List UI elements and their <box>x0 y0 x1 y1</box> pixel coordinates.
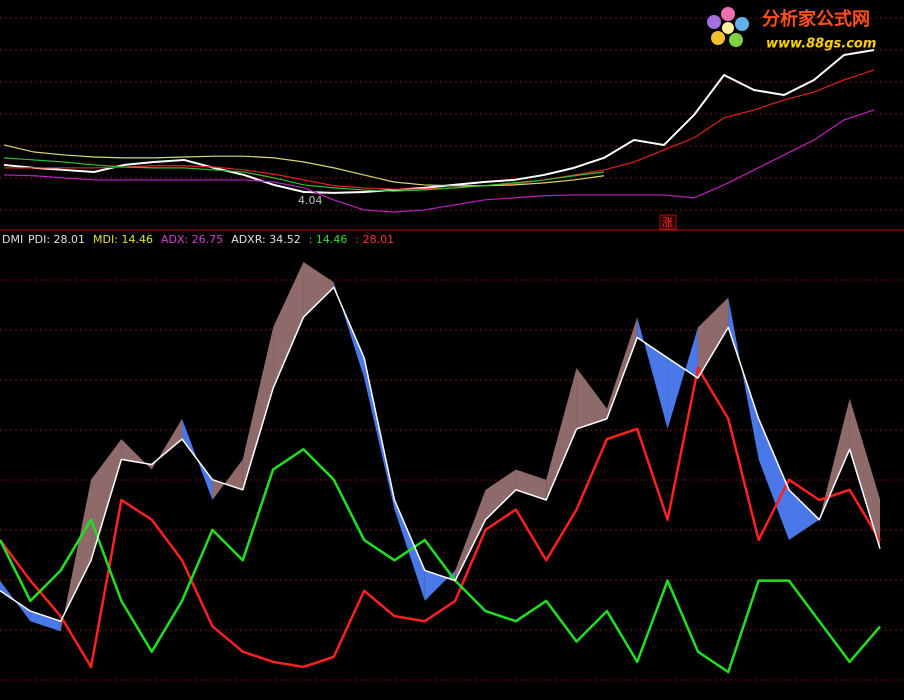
logo-petal <box>707 15 721 29</box>
adx-band <box>60 479 92 632</box>
legend-label: : 28.01 <box>355 233 394 246</box>
legend-label: ADXR: 34.52 <box>231 233 301 246</box>
series-line <box>3 109 875 213</box>
adx-band <box>606 317 638 419</box>
logo-center <box>722 22 734 34</box>
series-line <box>3 49 875 194</box>
adx-band <box>697 297 729 379</box>
adx-band <box>303 262 334 318</box>
series-line <box>0 286 881 622</box>
adx-band <box>0 580 31 622</box>
legend-label: MDI: 14.46 <box>93 233 153 246</box>
logo-title: 分析家公式网 <box>762 8 870 30</box>
adx-band <box>728 297 759 460</box>
grid <box>0 17 904 681</box>
adx-band <box>667 327 698 429</box>
adx-band <box>212 459 243 501</box>
adx-band <box>333 282 365 379</box>
panel-title: DMI <box>2 233 23 246</box>
price-panel: 4.04 涨 <box>3 49 875 230</box>
annotation-box <box>659 214 677 230</box>
logo: 分析家公式网 www.88gs.com <box>707 7 876 52</box>
adx-band <box>242 327 274 490</box>
adx-band <box>637 317 668 429</box>
logo-url: www.88gs.com <box>766 37 876 52</box>
adx-band <box>819 398 850 520</box>
logo-petal <box>735 17 749 31</box>
adx-band <box>121 439 152 470</box>
adx-band <box>576 367 607 429</box>
series-line <box>0 447 881 674</box>
adx-band <box>849 398 880 549</box>
adx-band <box>91 439 122 561</box>
adx-band <box>485 469 516 520</box>
logo-petal <box>711 31 725 45</box>
adx-band <box>273 262 304 389</box>
adx-band <box>30 611 61 632</box>
annotation: 涨 <box>662 216 673 229</box>
annotation: 4.04 <box>298 194 323 207</box>
series-line <box>3 144 605 187</box>
legend-label: PDI: 28.01 <box>28 233 85 246</box>
series-line <box>3 157 605 192</box>
adx-band <box>758 418 789 540</box>
logo-petal <box>729 33 743 47</box>
adx-band <box>546 367 577 501</box>
adx-band <box>515 469 547 501</box>
legend-label: : 14.46 <box>309 233 348 246</box>
adx-band <box>151 418 183 470</box>
series-line <box>0 366 882 669</box>
dmi-panel: DMI PDI: 28.01 MDI: 14.46 ADX: 26.75 ADXR: 3… <box>0 233 882 674</box>
series-line <box>4 69 875 190</box>
adx-band <box>455 489 486 581</box>
adx-band <box>788 489 820 540</box>
logo-petal <box>721 7 735 21</box>
legend-label: ADX: 26.75 <box>161 233 223 246</box>
